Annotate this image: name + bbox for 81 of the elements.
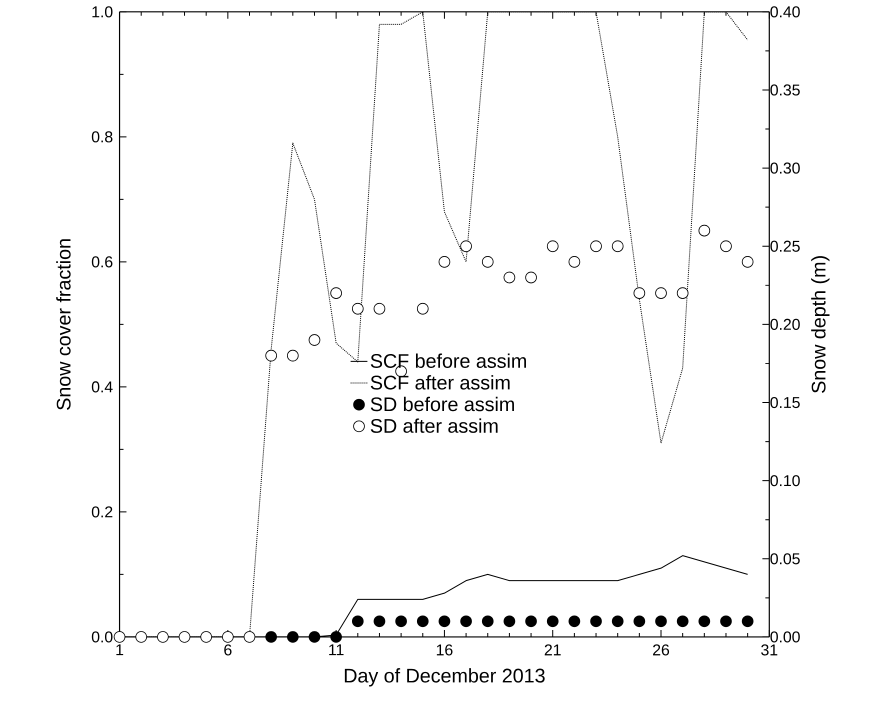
point	[157, 631, 169, 643]
point	[114, 631, 126, 643]
point	[416, 302, 429, 315]
y2-tick-label: 0.00	[770, 631, 800, 642]
x-tick-label: 21	[544, 644, 561, 656]
point	[655, 615, 667, 628]
point	[504, 615, 516, 628]
point	[655, 287, 667, 299]
y2-tick-label: 0.30	[770, 162, 800, 174]
point	[308, 631, 320, 643]
point	[438, 615, 450, 628]
point	[374, 302, 386, 315]
y-tick-label: 0.6	[92, 256, 112, 268]
point	[676, 287, 688, 299]
point	[568, 615, 580, 628]
y-tick-label: 1.0	[92, 6, 112, 18]
point	[352, 302, 364, 315]
point	[568, 256, 580, 268]
legend-label: SD before assim	[370, 396, 514, 412]
y-tick-label: 0.4	[92, 381, 113, 392]
point	[546, 240, 559, 252]
y-tick-label: 0.8	[92, 131, 112, 142]
legend-label: SCF after assim	[370, 375, 510, 390]
legend-label: SCF before assim	[370, 353, 526, 368]
legend-label: SD after assim	[370, 418, 498, 433]
point	[438, 256, 450, 268]
x-tick-label: 11	[329, 644, 344, 656]
point	[612, 240, 624, 252]
y-tick-label: 0.0	[92, 631, 112, 642]
point	[546, 615, 559, 628]
point	[286, 350, 299, 362]
point	[352, 615, 364, 628]
y2-tick-label: 0.25	[770, 240, 800, 252]
point	[308, 334, 320, 346]
point	[222, 631, 234, 643]
point	[590, 240, 602, 252]
point	[525, 272, 537, 284]
point	[720, 615, 732, 628]
point	[742, 256, 754, 268]
y2-tick-label: 0.35	[770, 84, 800, 96]
point	[265, 350, 277, 362]
point	[178, 631, 190, 643]
point	[200, 631, 212, 643]
y2-tick-label: 0.15	[770, 396, 800, 408]
point	[482, 615, 494, 628]
point	[612, 615, 624, 628]
point	[698, 615, 710, 628]
point	[416, 615, 429, 628]
point	[286, 631, 299, 643]
point	[395, 615, 407, 628]
point	[525, 615, 537, 628]
point	[676, 615, 688, 628]
y2-tick-label: 0.05	[770, 553, 800, 564]
point	[504, 272, 516, 284]
point	[720, 240, 732, 252]
y2-tick-label: 0.40	[770, 6, 800, 18]
point	[135, 631, 148, 643]
y2-tick-label: 0.20	[770, 318, 800, 330]
point	[482, 256, 494, 268]
y-axis-title: Snow cover fraction	[56, 239, 71, 410]
y2-axis-title: Snow depth (m)	[811, 256, 830, 393]
x-tick-label: 6	[224, 644, 232, 656]
x-tick-label: 16	[436, 644, 452, 656]
y-tick-label: 0.2	[92, 506, 112, 518]
y2-tick-label: 0.10	[770, 475, 800, 486]
x-axis-title: Day of December 2013	[344, 668, 545, 686]
point	[330, 287, 342, 299]
x-tick-label: 26	[653, 644, 670, 656]
point	[374, 615, 386, 628]
point	[742, 615, 754, 628]
point	[265, 631, 277, 643]
point	[460, 615, 472, 628]
x-tick-label: 31	[761, 644, 778, 656]
point	[244, 631, 256, 643]
point	[590, 615, 602, 628]
point	[460, 240, 472, 252]
point	[330, 631, 342, 643]
x-tick-label: 1	[116, 644, 124, 656]
point	[698, 224, 710, 236]
point	[634, 615, 646, 628]
point	[634, 287, 646, 299]
